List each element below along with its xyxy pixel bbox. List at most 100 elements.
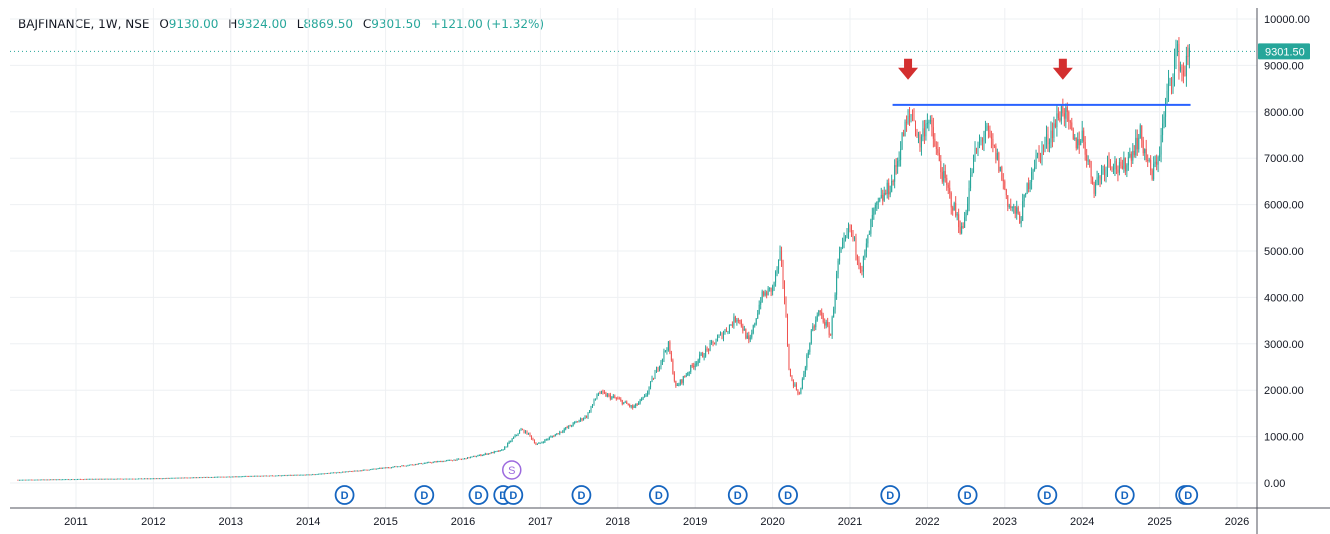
candle-body [44,479,46,481]
down-arrow-icon[interactable] [1052,58,1073,80]
candle-body [900,149,902,161]
dividend-event-icon[interactable] [1037,485,1058,505]
candle-body [1053,123,1055,139]
candle-body [1016,207,1018,214]
candle-body [1185,55,1187,76]
candle-body [361,470,363,472]
candle-body [477,455,479,457]
low-value: 8869.50 [303,17,354,31]
candle-body [989,129,991,137]
candle-body [1130,153,1132,161]
candle-body [1050,130,1052,143]
candle-body [374,468,376,470]
candle-body [606,394,608,397]
candle-body [328,473,330,475]
candle-body [57,479,59,481]
candle-body [842,242,844,248]
candle-body [50,479,52,481]
candle-body [135,478,137,480]
candle-body [466,457,468,459]
candle-body [513,437,515,439]
candle-body [465,458,467,460]
candle-body [580,418,582,421]
dividend-event-icon[interactable] [468,485,489,505]
candle-body [999,167,1001,172]
candle-body [581,418,583,420]
candle-body [703,356,705,358]
candle-body [249,475,251,477]
candle-body [788,345,790,370]
candle-body [761,291,763,302]
candle-body [254,475,256,477]
dividend-event-icon[interactable] [334,485,355,505]
candle-body [106,478,108,480]
dividend-event-icon[interactable] [1178,485,1199,505]
candle-body [519,430,521,434]
candle-body [102,478,104,480]
time-tick-label: 2018 [606,516,630,528]
dividend-event-icon[interactable] [414,485,435,505]
candle-body [298,474,300,476]
dividend-event-icon[interactable] [571,485,592,505]
candle-body [276,475,278,477]
dividend-event-icon[interactable] [957,485,978,505]
candle-body [679,379,681,385]
candle-body [35,479,37,481]
candle-body [1139,125,1141,138]
dividend-event-icon[interactable] [648,485,669,505]
dividend-event-icon[interactable] [880,485,901,505]
open-value: 9130.00 [168,17,219,31]
down-arrow-icon[interactable] [898,58,919,80]
candle-body [166,477,168,479]
candle-body [1175,50,1177,59]
dividend-event-icon[interactable] [727,485,748,505]
candle-body [1095,182,1097,194]
candle-body [877,201,879,203]
candle-body [801,378,803,389]
candle-body [219,476,221,478]
candle-body [663,351,665,359]
candle-body [548,437,550,440]
candle-body [139,478,141,480]
candle-body [560,431,562,433]
candle-body [758,304,760,314]
candle-body [661,358,663,362]
candle-body [699,354,701,360]
dividend-event-icon[interactable] [778,485,798,505]
candle-body [282,475,284,477]
candle-body [151,478,153,480]
candle-body [289,474,291,476]
candle-body [752,325,754,334]
candle-body [644,395,646,398]
candle-body [807,351,809,355]
price-tick-label: 10000.00 [1264,14,1310,26]
time-tick-label: 2017 [528,516,552,528]
change-value: +121.00 (+1.32%) [430,17,545,31]
candle-body [474,456,476,458]
candle-body [754,324,756,326]
candle-body [612,396,614,398]
candle-body [886,182,888,195]
candle-body [882,194,884,201]
candle-body [438,461,440,463]
dividend-event-icon[interactable] [503,485,524,505]
split-event-icon[interactable] [502,460,522,480]
candle-body [97,478,99,480]
candle-body [904,121,906,137]
candle-body [953,202,955,211]
candle-body [359,470,361,472]
candle-body [623,402,625,405]
candle-body [1043,145,1044,148]
dividend-event-icon[interactable] [1114,485,1135,505]
candle-body [1176,44,1178,51]
candle-body [295,474,297,476]
candle-body [984,130,986,137]
candle-body [1145,149,1147,161]
candle-body [251,475,253,477]
candle-body [852,230,854,239]
candle-body [1002,179,1004,182]
candle-body [773,282,775,286]
candle-body [343,471,345,473]
